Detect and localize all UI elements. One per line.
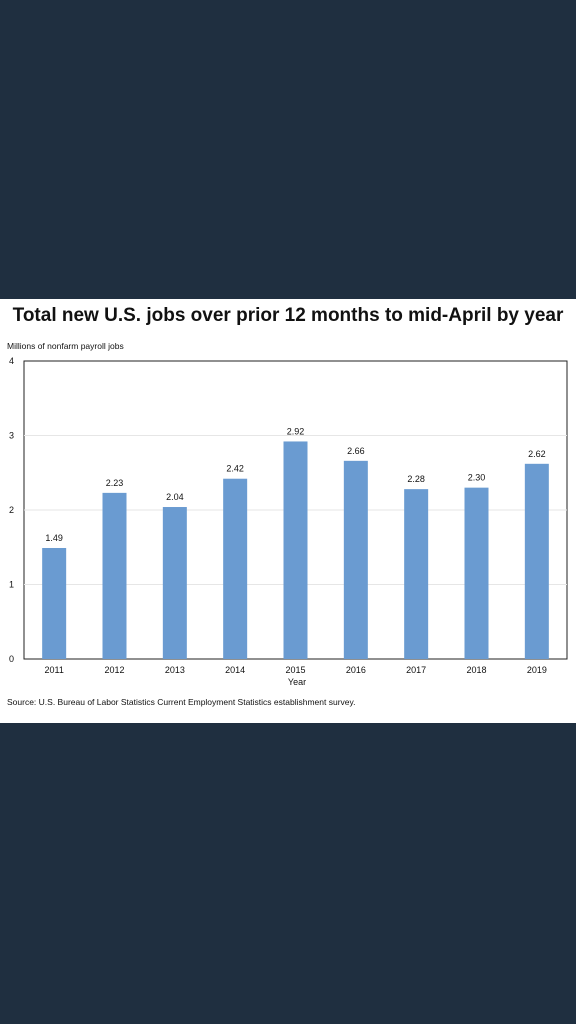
bar	[162, 507, 187, 659]
x-tick-label: 2011	[44, 665, 63, 675]
bar	[42, 547, 67, 659]
bar	[343, 460, 368, 659]
x-axis-title: Year	[288, 677, 306, 687]
x-tick-label: 2019	[527, 665, 547, 675]
bar	[464, 487, 489, 659]
y-tick-label: 2	[9, 505, 14, 515]
bar	[102, 492, 127, 659]
y-tick-label: 0	[9, 654, 14, 664]
y-tick-label: 4	[9, 356, 14, 366]
x-tick-label: 2016	[346, 665, 366, 675]
data-label: 2.30	[468, 473, 486, 483]
x-tick-label: 2014	[225, 665, 245, 675]
bar-chart: 0 1 2 3 4 1.49 2011 2.23 2012 2.04 2013 2.42 2014 2.9…	[9, 356, 568, 687]
data-label: 2.28	[407, 474, 425, 484]
x-tick-label: 2013	[165, 665, 185, 675]
source-note: Source: U.S. Bureau of Labor Statistics …	[7, 697, 356, 707]
data-label: 1.49	[45, 533, 63, 543]
chart-title: Total new U.S. jobs over prior 12 months…	[12, 305, 564, 326]
data-label: 2.42	[226, 464, 244, 474]
data-label: 2.04	[166, 492, 184, 502]
x-tick-label: 2012	[104, 665, 124, 675]
data-label: 2.92	[287, 426, 305, 436]
bar	[283, 441, 308, 659]
x-tick-label: 2015	[285, 665, 305, 675]
bar	[223, 478, 248, 659]
x-tick-label: 2017	[406, 665, 426, 675]
chart-panel: Total new U.S. jobs over prior 12 months…	[0, 299, 576, 723]
bar	[404, 489, 429, 659]
y-tick-label: 1	[9, 580, 14, 590]
data-label: 2.66	[347, 446, 365, 456]
x-tick-label: 2018	[466, 665, 486, 675]
data-label: 2.62	[528, 449, 546, 459]
bar	[524, 463, 549, 659]
y-tick-label: 3	[9, 431, 14, 441]
y-axis-label: Millions of nonfarm payroll jobs	[7, 341, 124, 351]
data-label: 2.23	[106, 478, 124, 488]
